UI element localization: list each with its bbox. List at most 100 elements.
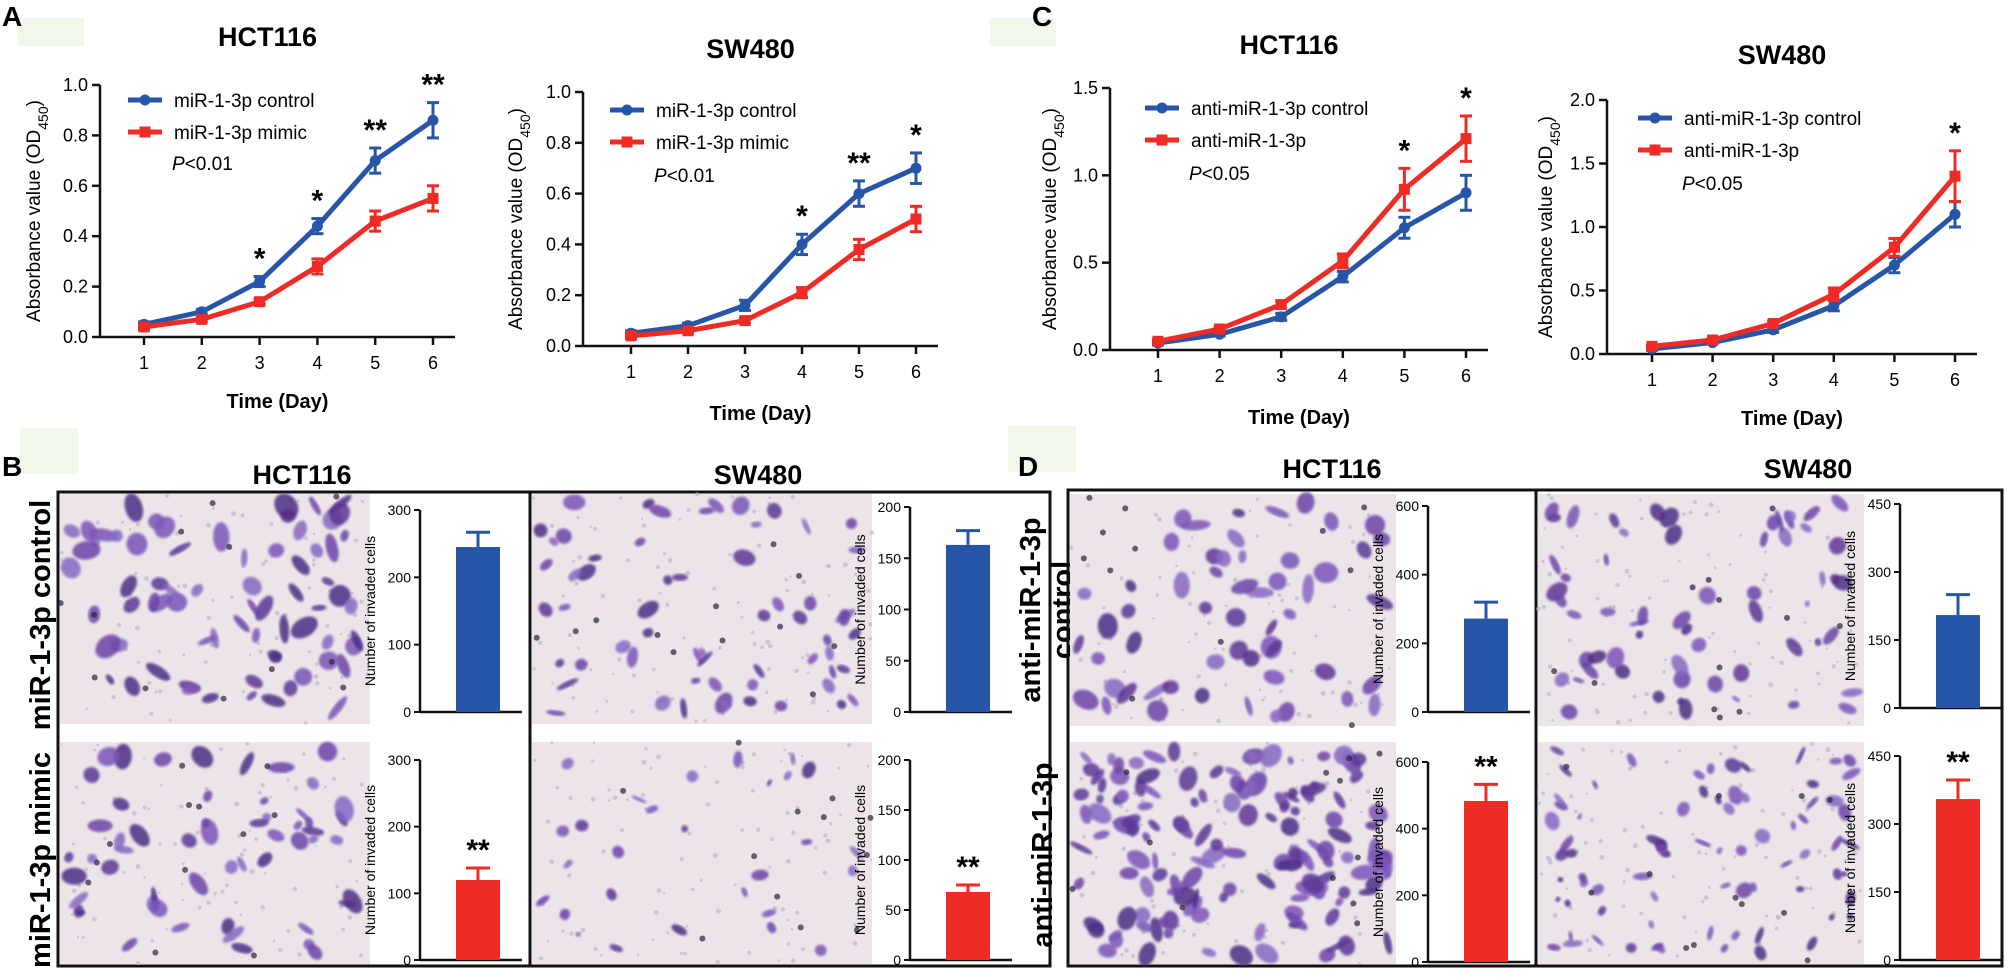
pore-dot xyxy=(1588,889,1595,896)
membrane-pore xyxy=(567,632,573,638)
membrane-pore xyxy=(736,601,740,605)
y-tick-label: 400 xyxy=(1396,567,1420,583)
stained-cell xyxy=(606,888,617,901)
stained-cell xyxy=(1194,687,1210,704)
membrane-pore xyxy=(1823,854,1827,858)
panel-d-row-label-line1: anti-miR-1-3p xyxy=(1015,517,1047,702)
highlight-patch xyxy=(1008,426,1076,472)
membrane-pore xyxy=(131,810,137,816)
membrane-pore xyxy=(242,848,247,852)
bar-chart-d-hct-ctrl: 0 200 400 600 Number of invaded cells xyxy=(1370,498,1530,720)
x-tick-label: 1 xyxy=(1153,366,1163,386)
membrane-pore xyxy=(789,575,793,578)
stained-cell xyxy=(743,696,757,707)
membrane-pore xyxy=(1817,682,1821,686)
membrane-pore xyxy=(1627,574,1632,579)
stained-cell xyxy=(1830,573,1841,585)
membrane-pore xyxy=(1150,898,1155,904)
membrane-pore xyxy=(612,795,618,800)
membrane-pore xyxy=(1361,532,1366,537)
membrane-pore xyxy=(1196,674,1201,679)
stained-cell xyxy=(1566,610,1582,620)
stained-cell xyxy=(203,790,213,802)
membrane-pore xyxy=(206,615,211,621)
stained-cell xyxy=(129,824,150,847)
membrane-pore xyxy=(1314,634,1318,638)
significance-marker: ** xyxy=(364,114,388,147)
stained-cell xyxy=(1691,637,1707,652)
membrane-pore xyxy=(665,602,670,607)
stained-cell xyxy=(1238,550,1247,564)
y-tick-label: 600 xyxy=(1396,498,1420,514)
stained-cell xyxy=(1276,859,1303,871)
membrane-pore xyxy=(1320,691,1326,696)
pore-dot xyxy=(820,814,827,821)
highlight-patch xyxy=(20,428,78,474)
pore-dot xyxy=(182,866,189,873)
pore-dot xyxy=(735,739,742,746)
data-point xyxy=(369,155,381,167)
y-tick-label: 0 xyxy=(1411,954,1419,970)
pore-dot xyxy=(1738,901,1745,908)
stained-cell xyxy=(293,820,303,831)
membrane-pore xyxy=(1078,657,1084,663)
membrane-pore xyxy=(715,780,719,784)
pore-dot xyxy=(328,658,335,665)
pore-dot xyxy=(179,762,186,769)
pore-dot xyxy=(1354,854,1361,861)
data-point xyxy=(1337,271,1349,283)
series-line-control xyxy=(630,165,918,336)
membrane-pore xyxy=(1843,562,1847,567)
significance-marker: ** xyxy=(847,147,871,180)
membrane-pore xyxy=(74,785,79,789)
stained-cell xyxy=(1174,820,1194,839)
stained-cell xyxy=(112,797,130,811)
membrane-pore xyxy=(256,641,261,645)
membrane-pore xyxy=(1585,792,1589,796)
stained-cell xyxy=(1707,925,1714,941)
stained-cell xyxy=(269,651,283,663)
stained-cell xyxy=(1301,873,1325,894)
membrane-pore xyxy=(1222,821,1227,826)
pore-dot xyxy=(699,935,706,942)
stained-cell xyxy=(1754,945,1767,961)
stained-cell xyxy=(60,557,81,579)
stained-cell xyxy=(1678,698,1693,720)
membrane-pore xyxy=(740,764,745,770)
pore-dot xyxy=(1122,505,1129,512)
stained-cell xyxy=(283,680,298,697)
y-tick-label: 2.0 xyxy=(1570,90,1595,110)
stained-cell xyxy=(1265,506,1290,518)
membrane-pore xyxy=(1289,668,1294,673)
membrane-pore xyxy=(1348,608,1351,612)
pore-dot xyxy=(106,840,113,847)
membrane-pore xyxy=(607,799,611,802)
legend-label: anti-miR-1-3p xyxy=(1684,141,1799,162)
membrane-pore xyxy=(1808,886,1813,891)
membrane-pore xyxy=(311,562,316,567)
membrane-pore xyxy=(532,667,536,671)
membrane-pore xyxy=(103,836,107,841)
stained-cell xyxy=(1117,906,1137,931)
membrane-pore xyxy=(1348,525,1353,529)
membrane-pore xyxy=(360,499,365,504)
membrane-pore xyxy=(1716,707,1720,711)
membrane-pore xyxy=(703,719,707,723)
membrane-pore xyxy=(1151,904,1156,909)
membrane-pore xyxy=(1102,606,1106,610)
membrane-pore xyxy=(1124,948,1129,953)
membrane-pore xyxy=(1221,647,1225,651)
stained-cell xyxy=(1828,537,1847,555)
significance-marker: ** xyxy=(466,834,490,867)
stained-cell xyxy=(540,558,553,571)
stained-cell xyxy=(154,516,176,539)
stained-cell xyxy=(1845,890,1856,907)
membrane-pore xyxy=(1628,718,1632,722)
pore-dot xyxy=(1683,945,1690,952)
membrane-pore xyxy=(1569,794,1574,799)
stained-cell xyxy=(95,634,121,659)
membrane-pore xyxy=(135,864,141,870)
membrane-pore xyxy=(366,648,371,653)
membrane-pore xyxy=(1118,803,1124,809)
membrane-pore xyxy=(1360,810,1363,814)
